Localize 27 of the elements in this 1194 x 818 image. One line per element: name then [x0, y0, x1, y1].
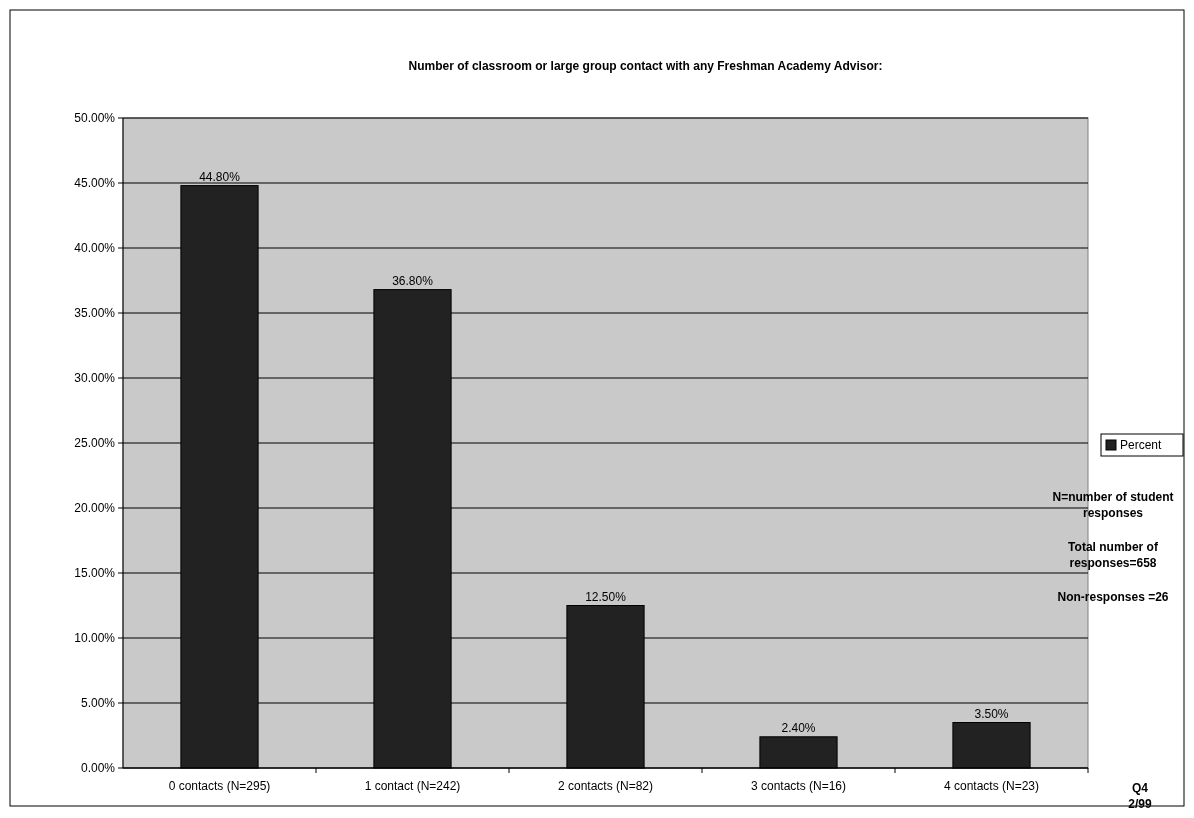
- annotation: Total number of responses=658: [1068, 540, 1159, 570]
- chart-title: Number of classroom or large group contact with any Freshman Academy Advisor:: [408, 59, 883, 73]
- y-tick-label: 25.00%: [74, 436, 116, 451]
- y-tick-label: 40.00%: [74, 241, 116, 256]
- data-label: 3.50%: [974, 706, 1009, 721]
- data-label: 44.80%: [199, 169, 241, 184]
- data-label: 2.40%: [781, 720, 816, 735]
- y-tick-label: 5.00%: [80, 696, 116, 711]
- y-tick-label: 50.00%: [74, 111, 116, 126]
- y-tick-label: 0.00%: [80, 761, 116, 776]
- y-tick-label: 30.00%: [74, 371, 116, 386]
- x-tick-label: 2 contacts (N=82): [557, 779, 654, 793]
- y-tick-label: 35.00%: [74, 306, 116, 321]
- y-tick-label: 10.00%: [74, 631, 116, 646]
- y-tick-label: 20.00%: [74, 501, 116, 516]
- x-tick-label: 3 contacts (N=16): [750, 779, 847, 793]
- data-label: 12.50%: [585, 589, 627, 604]
- annotation: Non-responses =26: [1057, 590, 1169, 604]
- x-tick-label: 1 contact (N=242): [364, 779, 461, 793]
- legend-label: Percent: [1120, 438, 1163, 452]
- annotation: N=number of student responses: [1052, 490, 1174, 520]
- y-tick-label: 45.00%: [74, 176, 116, 191]
- text: Q4 2/99: [1128, 781, 1152, 811]
- y-tick-label: 15.00%: [74, 566, 116, 581]
- data-label: 36.80%: [392, 273, 434, 288]
- x-tick-label: 0 contacts (N=295): [168, 779, 271, 793]
- x-tick-label: 4 contacts (N=23): [943, 779, 1040, 793]
